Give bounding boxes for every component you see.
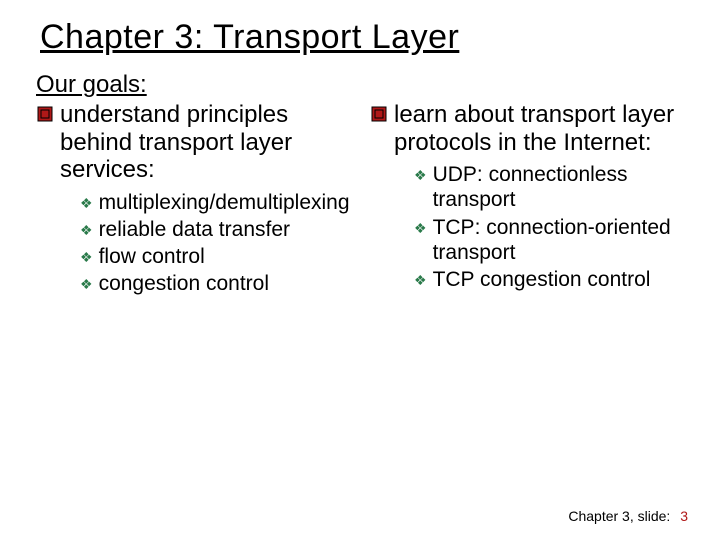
subitem-text: TCP congestion control [433, 267, 651, 292]
subitem-text: TCP: connection-oriented transport [433, 215, 684, 265]
square-bullet-icon [36, 105, 54, 123]
diamond-bullet-icon: ❖ [414, 220, 427, 237]
diamond-bullet-icon: ❖ [80, 249, 93, 266]
subitem-text: reliable data transfer [99, 217, 290, 242]
left-column: Our goals: understand principles behind … [36, 71, 350, 299]
diamond-bullet-icon: ❖ [414, 167, 427, 184]
right-subitems: ❖ UDP: connectionless transport ❖ TCP: c… [370, 162, 684, 292]
left-subitems: ❖ multiplexing/demultiplexing ❖ reliable… [36, 190, 350, 297]
list-item: ❖ TCP congestion control [414, 267, 684, 292]
subitem-text: congestion control [99, 271, 269, 296]
diamond-bullet-icon: ❖ [80, 276, 93, 293]
diamond-bullet-icon: ❖ [80, 222, 93, 239]
list-item: ❖ TCP: connection-oriented transport [414, 215, 684, 265]
left-goal-text: understand principles behind transport l… [60, 101, 350, 184]
footer-label: Chapter 3, slide: [568, 508, 670, 524]
right-column: learn about transport layer protocols in… [370, 71, 684, 299]
columns: Our goals: understand principles behind … [36, 71, 684, 299]
slide-footer: Chapter 3, slide: 3 [568, 508, 688, 524]
subitem-text: multiplexing/demultiplexing [99, 190, 350, 215]
diamond-bullet-icon: ❖ [80, 195, 93, 212]
list-item: ❖ congestion control [80, 271, 350, 296]
slide-title: Chapter 3: Transport Layer [40, 18, 684, 57]
goals-subhead: Our goals: [36, 71, 350, 99]
right-goal-text: learn about transport layer protocols in… [394, 101, 684, 156]
left-goal: understand principles behind transport l… [36, 101, 350, 184]
list-item: ❖ reliable data transfer [80, 217, 350, 242]
subitem-text: UDP: connectionless transport [433, 162, 684, 212]
subitem-text: flow control [99, 244, 205, 269]
diamond-bullet-icon: ❖ [414, 272, 427, 289]
list-item: ❖ flow control [80, 244, 350, 269]
page-number: 3 [680, 508, 688, 524]
list-item: ❖ multiplexing/demultiplexing [80, 190, 350, 215]
square-bullet-icon [370, 105, 388, 123]
slide: Chapter 3: Transport Layer Our goals: un… [0, 0, 720, 540]
list-item: ❖ UDP: connectionless transport [414, 162, 684, 212]
right-goal: learn about transport layer protocols in… [370, 101, 684, 156]
